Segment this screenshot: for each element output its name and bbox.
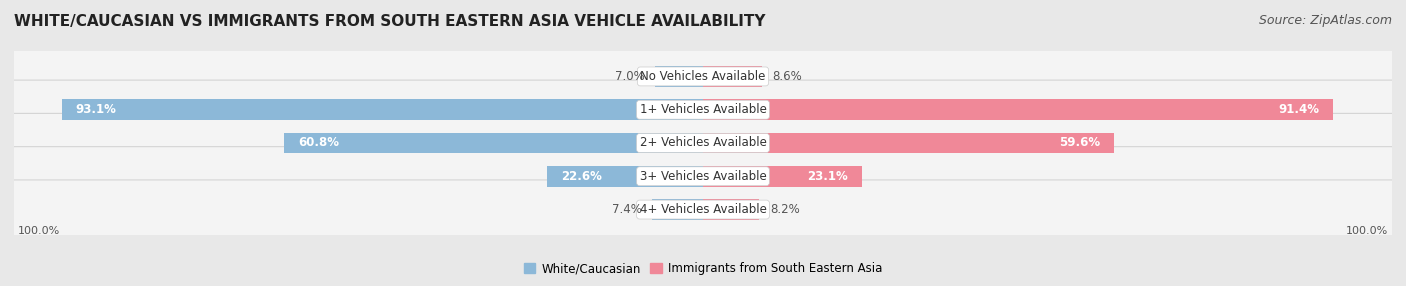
Bar — [284, 133, 703, 153]
Text: No Vehicles Available: No Vehicles Available — [640, 70, 766, 83]
Text: 8.2%: 8.2% — [770, 203, 800, 216]
Bar — [703, 100, 1333, 120]
Text: 8.6%: 8.6% — [772, 70, 803, 83]
Bar — [703, 66, 762, 87]
Text: 1+ Vehicles Available: 1+ Vehicles Available — [640, 103, 766, 116]
Text: Source: ZipAtlas.com: Source: ZipAtlas.com — [1258, 14, 1392, 27]
FancyBboxPatch shape — [11, 47, 1395, 106]
Bar — [547, 166, 703, 186]
Text: 59.6%: 59.6% — [1059, 136, 1099, 150]
Text: WHITE/CAUCASIAN VS IMMIGRANTS FROM SOUTH EASTERN ASIA VEHICLE AVAILABILITY: WHITE/CAUCASIAN VS IMMIGRANTS FROM SOUTH… — [14, 14, 765, 29]
Text: 2+ Vehicles Available: 2+ Vehicles Available — [640, 136, 766, 150]
Bar — [703, 133, 1114, 153]
Text: 22.6%: 22.6% — [561, 170, 602, 183]
FancyBboxPatch shape — [11, 80, 1395, 139]
FancyBboxPatch shape — [11, 180, 1395, 239]
Text: 4+ Vehicles Available: 4+ Vehicles Available — [640, 203, 766, 216]
Text: 23.1%: 23.1% — [807, 170, 848, 183]
Bar — [703, 199, 759, 220]
Text: 93.1%: 93.1% — [76, 103, 117, 116]
Text: 60.8%: 60.8% — [298, 136, 339, 150]
Text: 7.4%: 7.4% — [612, 203, 641, 216]
Bar — [655, 66, 703, 87]
Bar — [62, 100, 703, 120]
FancyBboxPatch shape — [11, 147, 1395, 206]
FancyBboxPatch shape — [11, 113, 1395, 173]
Bar — [703, 166, 862, 186]
Text: 100.0%: 100.0% — [1347, 226, 1389, 236]
Text: 100.0%: 100.0% — [17, 226, 59, 236]
Legend: White/Caucasian, Immigrants from South Eastern Asia: White/Caucasian, Immigrants from South E… — [519, 257, 887, 280]
Text: 91.4%: 91.4% — [1278, 103, 1319, 116]
Text: 7.0%: 7.0% — [614, 70, 644, 83]
Bar — [652, 199, 703, 220]
Text: 3+ Vehicles Available: 3+ Vehicles Available — [640, 170, 766, 183]
